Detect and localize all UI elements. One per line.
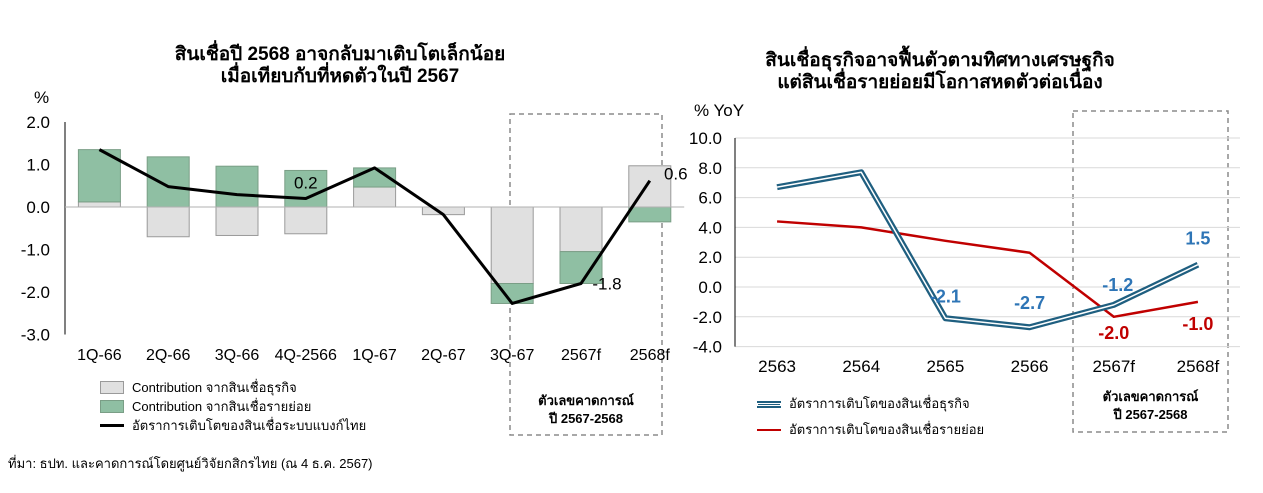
left-x-tick-label: 2Q-66 xyxy=(146,347,191,364)
legend-item-business-growth: อัตราการเติบโตของสินเชื่อธุรกิจ xyxy=(757,391,984,417)
left-forecast-line2: ปี 2567-2568 xyxy=(548,411,624,426)
line-business-growth-highlight xyxy=(776,171,1199,328)
right-y-tick-label: 8.0 xyxy=(698,159,722,178)
right-x-tick-label: 2568f xyxy=(1177,357,1220,376)
left-data-label-2568f: 0.6 xyxy=(664,165,688,184)
right-forecast-line1: ตัวเลขคาดการณ์ xyxy=(1102,389,1199,404)
legend-swatch-business-growth xyxy=(757,400,781,408)
left-chart-title: สินเชื่อปี 2568 อาจกลับมาเติบโตเล็กน้อย … xyxy=(60,44,620,88)
legend-item-total: อัตราการเติบโตของสินเชื่อระบบแบงก์ไทย xyxy=(100,416,366,435)
right-x-tick-label: 2563 xyxy=(758,357,796,376)
left-data-label-4Q-2566: 0.2 xyxy=(294,174,318,193)
legend-label-business-growth: อัตราการเติบโตของสินเชื่อธุรกิจ xyxy=(789,396,970,411)
left-forecast-label: ตัวเลขคาดการณ์ ปี 2567-2568 xyxy=(510,392,662,428)
legend-item-retail-growth: อัตราการเติบโตของสินเชื่อรายย่อย xyxy=(757,417,984,443)
right-title-line2: แต่สินเชื่อรายย่อยมีโอกาสหดตัวต่อเนื่อง xyxy=(777,72,1103,93)
right-y-tick-label: 4.0 xyxy=(698,218,722,237)
source-note: ที่มา: ธปท. และคาดการณ์โดยศูนย์วิจัยกสิก… xyxy=(8,456,373,471)
line-total-growth xyxy=(98,148,652,305)
legend-swatch-business xyxy=(100,381,124,394)
right-forecast-label: ตัวเลขคาดการณ์ ปี 2567-2568 xyxy=(1073,388,1228,424)
left-x-tick-label: 2Q-67 xyxy=(421,347,466,364)
right-y-tick-label: -4.0 xyxy=(693,338,722,357)
left-data-label-2567f: -1.8 xyxy=(592,275,621,294)
left-y-tick-label: 2.0 xyxy=(26,113,50,132)
right-x-tick-label: 2564 xyxy=(842,357,880,376)
right-data-label-retail-2568f: -1.0 xyxy=(1182,314,1213,334)
bar-business-2Q-66 xyxy=(146,206,190,238)
legend-label-retail: Contribution จากสินเชื่อรายย่อย xyxy=(132,398,312,414)
right-forecast-line2: ปี 2567-2568 xyxy=(1113,407,1188,422)
right-x-tick-label: 2566 xyxy=(1011,357,1049,376)
right-data-label-business-2568f: 1.5 xyxy=(1185,229,1210,249)
left-x-tick-label: 3Q-66 xyxy=(215,347,260,364)
bar-retail-4Q-2566 xyxy=(284,169,328,208)
bar-business-1Q-67 xyxy=(353,186,397,208)
line-retail-growth xyxy=(776,220,1199,319)
left-x-tick-label: 4Q-2566 xyxy=(275,347,337,364)
left-title-line2: เมื่อเทียบกับที่หดตัวในปี 2567 xyxy=(220,66,460,87)
left-y-unit: % xyxy=(34,88,50,107)
left-title-line1: สินเชื่อปี 2568 อาจกลับมาเติบโตเล็กน้อย xyxy=(174,44,506,65)
right-data-label-business-2567f: -1.2 xyxy=(1102,275,1133,295)
left-y-tick-label: -2.0 xyxy=(21,283,50,302)
line-business-growth xyxy=(776,169,1200,331)
left-y-tick-label: 1.0 xyxy=(26,156,50,175)
right-title-line1: สินเชื่อธุรกิจอาจฟื้นตัวตามทิศทางเศรษฐกิ… xyxy=(765,50,1115,71)
right-y-tick-label: -2.0 xyxy=(693,308,722,327)
bar-business-4Q-2566 xyxy=(284,206,328,235)
legend-item-business: Contribution จากสินเชื่อธุรกิจ xyxy=(100,378,366,397)
bar-retail-3Q-66 xyxy=(215,165,259,208)
right-data-label-business-2566: -2.7 xyxy=(1014,293,1045,313)
left-x-tick-label: 1Q-67 xyxy=(352,347,397,364)
left-x-tick-label: 2567f xyxy=(561,347,602,364)
legend-label-retail-growth: อัตราการเติบโตของสินเชื่อรายย่อย xyxy=(789,422,985,437)
legend-label-business: Contribution จากสินเชื่อธุรกิจ xyxy=(132,379,297,395)
legend-label-total: อัตราการเติบโตของสินเชื่อระบบแบงก์ไทย xyxy=(132,417,367,433)
right-y-tick-label: 10.0 xyxy=(689,129,722,148)
left-x-tick-label: 3Q-67 xyxy=(490,347,535,364)
legend-swatch-total xyxy=(100,424,124,427)
right-forecast-box xyxy=(1072,110,1229,433)
legend-swatch-retail-growth xyxy=(757,429,781,431)
right-y-tick-label: 2.0 xyxy=(698,248,722,267)
right-chart-title: สินเชื่อธุรกิจอาจฟื้นตัวตามทิศทางเศรษฐกิ… xyxy=(680,50,1200,94)
bar-retail-2Q-66 xyxy=(146,156,190,208)
right-y-tick-label: 0.0 xyxy=(698,278,722,297)
bar-business-3Q-67 xyxy=(490,206,534,284)
legend-item-retail: Contribution จากสินเชื่อรายย่อย xyxy=(100,397,366,416)
left-x-tick-label: 2568f xyxy=(630,347,671,364)
left-forecast-line1: ตัวเลขคาดการณ์ xyxy=(538,393,634,408)
right-data-label-business-2565: -2.1 xyxy=(930,286,961,306)
right-y-tick-label: 6.0 xyxy=(698,189,722,208)
right-data-label-retail-2567f: -2.0 xyxy=(1098,323,1129,343)
left-y-tick-label: 0.0 xyxy=(26,198,50,217)
bar-business-1Q-66 xyxy=(77,201,121,208)
left-x-tick-label: 1Q-66 xyxy=(77,347,122,364)
bar-retail-2568f xyxy=(628,206,672,223)
left-y-tick-label: -1.0 xyxy=(21,241,50,260)
bar-business-3Q-66 xyxy=(215,206,259,236)
right-y-unit: % YoY xyxy=(694,101,745,120)
left-legend: Contribution จากสินเชื่อธุรกิจ Contribut… xyxy=(100,378,366,435)
left-y-tick-label: -3.0 xyxy=(21,326,50,345)
right-legend: อัตราการเติบโตของสินเชื่อธุรกิจ อัตราการ… xyxy=(757,391,984,443)
legend-swatch-retail xyxy=(100,400,124,413)
right-x-tick-label: 2565 xyxy=(927,357,965,376)
bar-business-2567f xyxy=(559,206,603,253)
right-x-tick-label: 2567f xyxy=(1092,357,1135,376)
